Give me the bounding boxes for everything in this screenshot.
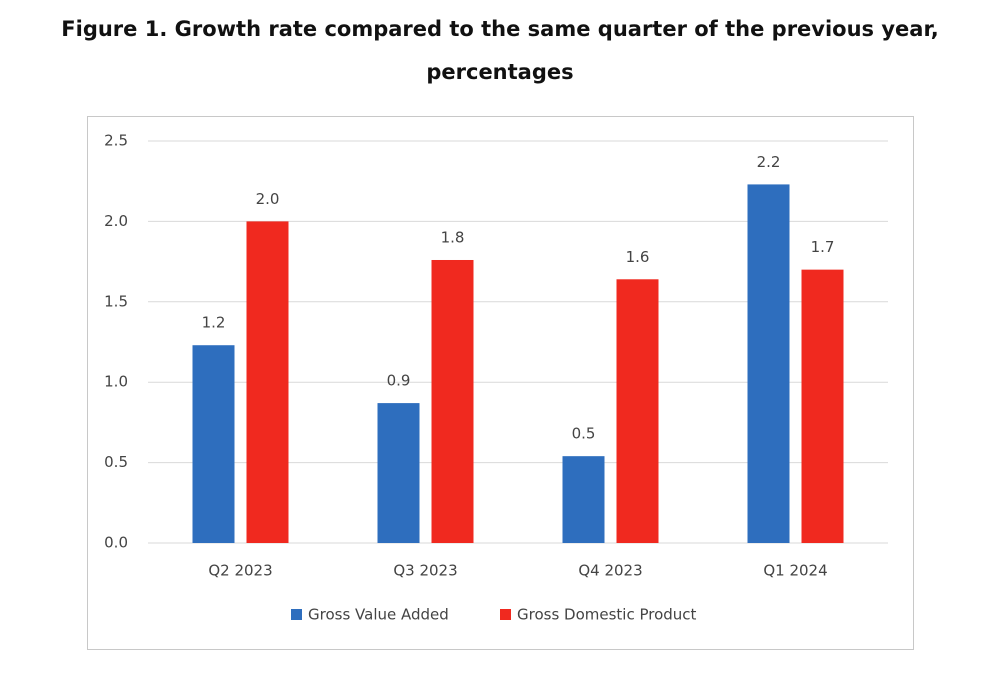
y-tick-label: 2.0 bbox=[104, 212, 128, 230]
bar bbox=[192, 345, 235, 543]
data-label: 2.0 bbox=[256, 190, 280, 208]
bar bbox=[562, 456, 605, 543]
y-tick-label: 1.5 bbox=[104, 292, 128, 310]
data-label: 2.2 bbox=[757, 153, 781, 171]
chart-frame bbox=[87, 116, 914, 650]
x-tick-label: Q2 2023 bbox=[208, 562, 272, 580]
x-tick-label: Q4 2023 bbox=[578, 562, 642, 580]
x-tick-label: Q1 2024 bbox=[763, 562, 827, 580]
legend-swatch bbox=[500, 609, 511, 620]
bar bbox=[747, 184, 790, 543]
chart-title: Figure 1. Growth rate compared to the sa… bbox=[61, 17, 939, 84]
bar bbox=[246, 221, 289, 543]
legend-swatch bbox=[291, 609, 302, 620]
bar bbox=[801, 269, 844, 543]
legend-label: Gross Value Added bbox=[308, 606, 449, 624]
data-label: 0.5 bbox=[572, 425, 596, 443]
y-tick-label: 0.5 bbox=[104, 453, 128, 471]
y-tick-label: 2.5 bbox=[104, 132, 128, 150]
x-tick-label: Q3 2023 bbox=[393, 562, 457, 580]
data-label: 1.2 bbox=[202, 314, 226, 332]
data-label: 1.8 bbox=[441, 228, 465, 246]
bar bbox=[431, 259, 474, 543]
data-label: 1.6 bbox=[626, 248, 650, 266]
bar bbox=[377, 403, 420, 543]
legend-label: Gross Domestic Product bbox=[517, 606, 697, 624]
y-tick-label: 0.0 bbox=[104, 534, 128, 552]
data-label: 1.7 bbox=[811, 238, 835, 256]
y-tick-label: 1.0 bbox=[104, 373, 128, 391]
bar bbox=[616, 279, 659, 543]
data-label: 0.9 bbox=[387, 372, 411, 390]
